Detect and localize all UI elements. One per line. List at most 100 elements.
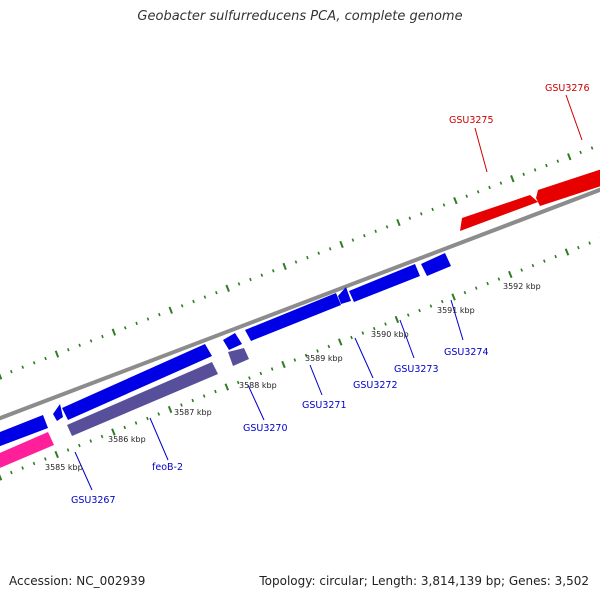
outer-tick-mark (203, 295, 207, 299)
inner-tick-mark (337, 338, 343, 346)
outer-tick-mark (54, 350, 60, 358)
gene-label-gsu3273[interactable]: GSU3273 (394, 364, 439, 375)
inner-tick-mark (361, 331, 365, 335)
gene-gsu3272-arrow[interactable] (245, 293, 341, 341)
outer-tick-ring (0, 146, 594, 380)
outer-tick-mark (556, 159, 560, 163)
inner-tick-mark (327, 344, 331, 349)
inner-tick-mark (0, 474, 3, 481)
gene-label-gsu3272[interactable]: GSU3272 (353, 380, 398, 391)
inner-tick-mark (451, 293, 456, 301)
gene-feob-2-arrow[interactable] (62, 344, 212, 420)
inner-tick-mark (497, 277, 501, 281)
outer-tick-mark (306, 255, 309, 260)
inner-tick-mark (146, 416, 149, 421)
outer-tick-mark (385, 225, 389, 229)
outer-tick-mark (328, 247, 332, 251)
gene-left-edge-arrow[interactable] (0, 415, 48, 448)
outer-tick-mark (32, 361, 36, 365)
inner-tick-mark (543, 259, 546, 263)
gene-purple-short-arrow[interactable] (228, 348, 249, 366)
inner-tick-mark (508, 270, 513, 279)
inner-tick-mark (32, 461, 36, 466)
inner-tick-mark (293, 358, 297, 362)
gene-gsu3271-arrow[interactable] (338, 287, 351, 304)
feob-2-callout-line (149, 417, 169, 461)
inner-tick-mark (191, 398, 195, 403)
gene-label-gsu3270[interactable]: GSU3270 (243, 423, 288, 434)
outer-tick-mark (294, 260, 298, 264)
outer-tick-mark (567, 153, 572, 161)
gsu3274-callout-line (450, 299, 464, 341)
inner-tick-mark (44, 457, 47, 461)
inner-tick-mark (372, 326, 376, 331)
gene-label-gsu3275[interactable]: GSU3275 (449, 115, 494, 126)
scale-label-3590: 3590 kbp (371, 330, 409, 339)
outer-tick-mark (431, 207, 434, 212)
inner-tick-mark (406, 313, 410, 317)
outer-tick-mark (396, 218, 401, 227)
gene-gsu3276-arrow[interactable] (536, 169, 600, 206)
gene-gsu3270-arrow[interactable] (223, 333, 242, 350)
inner-tick-mark (304, 353, 308, 358)
outer-tick-mark (249, 277, 252, 282)
outer-tick-mark (522, 172, 525, 176)
outer-tick-mark (146, 317, 150, 321)
outer-tick-mark (317, 251, 321, 255)
outer-tick-mark (21, 365, 25, 369)
inner-tick-mark (463, 290, 467, 295)
outer-tick-mark (67, 348, 70, 352)
outer-tick-mark (499, 181, 503, 185)
outer-tick-mark (0, 373, 3, 380)
inner-tick-mark (588, 241, 591, 245)
outer-tick-mark (180, 304, 184, 308)
gsu3270-callout-line (247, 384, 265, 421)
gene-label-gsu3267[interactable]: GSU3267 (71, 495, 116, 506)
inner-tick-mark (66, 448, 70, 452)
gene-small-fragment-arrow[interactable] (53, 404, 63, 421)
outer-tick-mark (111, 328, 117, 336)
outer-tick-mark (44, 356, 47, 361)
gene-label-feob-2[interactable]: feoB-2 (152, 462, 183, 473)
inner-tick-mark (429, 304, 433, 308)
outer-tick-mark (339, 240, 344, 249)
outer-tick-mark (545, 163, 548, 168)
outer-tick-mark (192, 299, 195, 304)
gene-gsu3273-arrow[interactable] (349, 264, 420, 302)
inner-tick-mark (554, 254, 557, 259)
outer-tick-mark (89, 339, 93, 343)
outer-tick-mark (135, 321, 138, 326)
gene-label-gsu3274[interactable]: GSU3274 (444, 347, 489, 358)
inner-tick-mark (157, 412, 161, 416)
gene-gsu3274-arrow[interactable] (421, 253, 451, 276)
outer-tick-mark (123, 326, 127, 330)
outer-tick-mark (442, 203, 446, 207)
gsu3273-callout-line (399, 319, 415, 359)
gene-purple-long-arrow[interactable] (67, 362, 218, 436)
scale-label-3592: 3592 kbp (503, 282, 541, 291)
scale-label-3591: 3591 kbp (437, 306, 475, 315)
gene-gsu3275-arrow[interactable] (460, 195, 538, 231)
inner-tick-mark (134, 421, 138, 425)
gsu3267-callout-line (74, 451, 93, 491)
inner-tick-mark (270, 367, 274, 371)
gsu3275-callout-line (474, 127, 488, 173)
outer-tick-mark (419, 212, 423, 216)
outer-tick-mark (282, 262, 287, 271)
gene-label-gsu3271[interactable]: GSU3271 (302, 400, 347, 411)
inner-tick-mark (394, 315, 400, 324)
outer-tick-mark (158, 312, 161, 317)
outer-tick-mark (408, 216, 412, 220)
scale-label-3586: 3586 kbp (108, 435, 146, 444)
gene-label-gsu3276[interactable]: GSU3276 (545, 83, 590, 94)
inner-tick-mark (440, 299, 444, 304)
gene-pink-arrow[interactable] (0, 432, 54, 470)
inner-tick-mark (316, 349, 319, 353)
inner-tick-mark (520, 268, 523, 272)
scale-label-3587: 3587 kbp (174, 408, 212, 417)
inner-tick-mark (531, 263, 535, 268)
outer-tick-mark (78, 343, 81, 347)
inner-tick-mark (236, 380, 240, 385)
